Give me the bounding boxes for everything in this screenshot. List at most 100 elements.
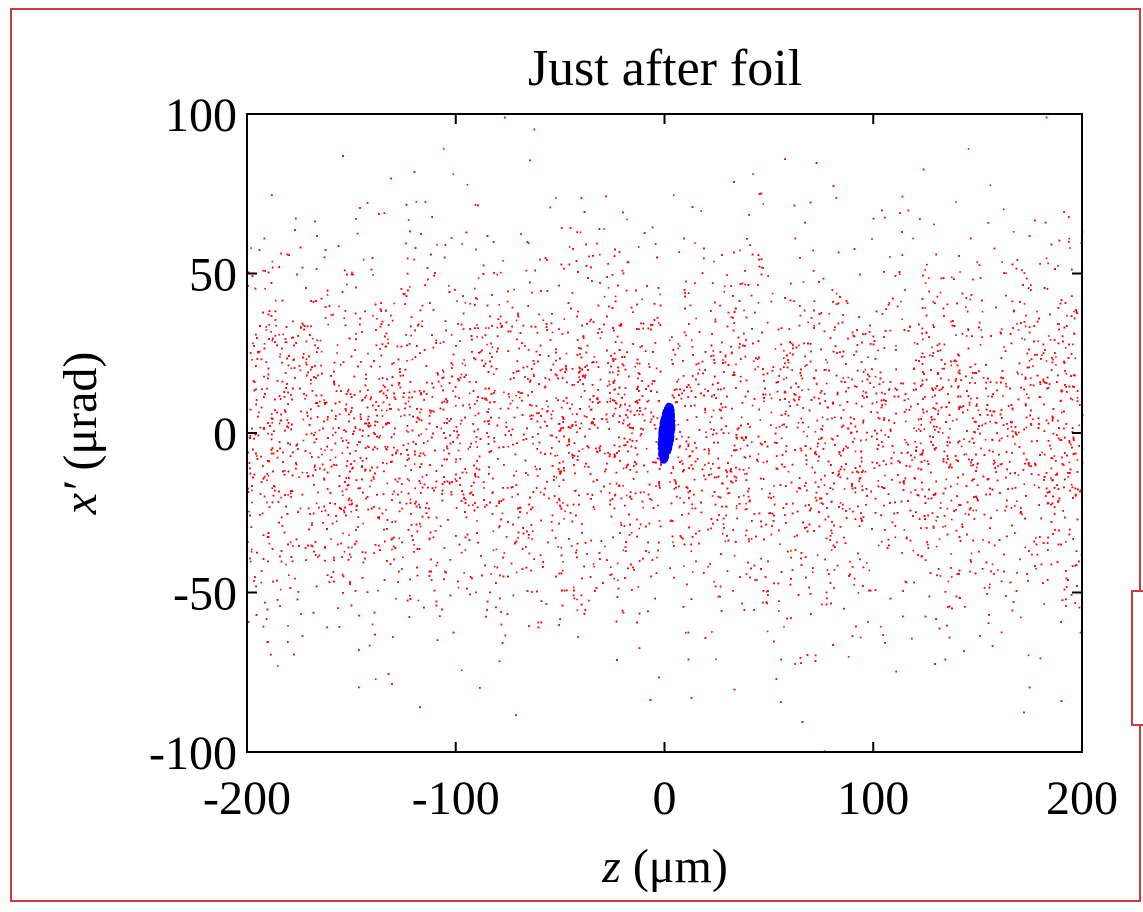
- scatter-point: [821, 416, 824, 419]
- scatter-point: [685, 448, 688, 451]
- scatter-point: [1032, 418, 1034, 420]
- scatter-point: [1068, 461, 1071, 464]
- scatter-point: [1078, 424, 1080, 427]
- scatter-point: [477, 277, 480, 279]
- scatter-point: [655, 485, 657, 487]
- scatter-point: [409, 594, 411, 597]
- scatter-point: [622, 467, 625, 470]
- scatter-point: [1052, 358, 1054, 361]
- scatter-point: [515, 319, 518, 322]
- scatter-point: [251, 501, 253, 504]
- scatter-point: [279, 356, 281, 358]
- scatter-point: [866, 562, 868, 564]
- scatter-point: [476, 324, 478, 326]
- scatter-point: [778, 426, 781, 428]
- scatter-point: [924, 269, 926, 271]
- scatter-point: [284, 341, 287, 343]
- scatter-point: [405, 429, 408, 432]
- scatter-point: [560, 546, 562, 549]
- scatter-point: [404, 465, 407, 467]
- scatter-point: [350, 410, 353, 412]
- scatter-point: [300, 326, 302, 328]
- scatter-point: [906, 536, 908, 539]
- scatter-point: [935, 545, 938, 548]
- scatter-point: [429, 412, 432, 414]
- scatter-point: [672, 541, 674, 543]
- scatter-point: [744, 283, 746, 286]
- scatter-point: [949, 428, 951, 430]
- scatter-point: [408, 479, 410, 482]
- scatter-point: [955, 201, 957, 203]
- scatter-point: [501, 512, 504, 515]
- scatter-point: [763, 400, 765, 403]
- scatter-point: [705, 431, 707, 433]
- scatter-point: [626, 218, 628, 221]
- scatter-point: [800, 417, 802, 420]
- scatter-point: [942, 526, 944, 528]
- scatter-point: [973, 478, 976, 480]
- scatter-point: [395, 598, 397, 600]
- scatter-point: [743, 494, 745, 497]
- scatter-point: [889, 430, 892, 432]
- scatter-point: [556, 501, 558, 504]
- scatter-point: [274, 299, 277, 302]
- scatter-point: [318, 429, 321, 432]
- scatter-point: [1068, 237, 1071, 240]
- scatter-point: [818, 438, 820, 441]
- scatter-point: [960, 445, 963, 448]
- scatter-point: [513, 288, 515, 291]
- scatter-point: [260, 581, 263, 584]
- scatter-point: [980, 329, 983, 331]
- scatter-point: [656, 556, 658, 559]
- scatter-point: [1049, 339, 1052, 341]
- scatter-point: [560, 406, 563, 409]
- scatter-point: [771, 292, 774, 295]
- scatter-point: [271, 422, 273, 424]
- scatter-point: [532, 373, 535, 376]
- scatter-point: [854, 450, 857, 453]
- scatter-point: [828, 313, 831, 315]
- scatter-point: [549, 434, 552, 437]
- scatter-point: [288, 574, 290, 576]
- scatter-point: [965, 453, 968, 455]
- scatter-point: [947, 580, 950, 583]
- scatter-point: [599, 337, 602, 339]
- scatter-point: [382, 426, 384, 428]
- scatter-point: [912, 237, 914, 240]
- scatter-point: [595, 361, 598, 364]
- scatter-point: [1027, 654, 1030, 657]
- scatter-point: [801, 389, 803, 392]
- scatter-point: [424, 454, 426, 457]
- scatter-point: [757, 453, 760, 455]
- scatter-point: [970, 464, 972, 467]
- scatter-point: [609, 482, 611, 485]
- scatter-point: [735, 363, 737, 366]
- scatter-point: [639, 434, 642, 437]
- scatter-point: [455, 405, 457, 407]
- scatter-point: [864, 471, 867, 473]
- scatter-point: [950, 364, 952, 367]
- scatter-point: [976, 466, 978, 469]
- scatter-point: [859, 636, 862, 639]
- scatter-point: [565, 352, 568, 355]
- scatter-point: [722, 532, 724, 535]
- scatter-point: [714, 318, 717, 321]
- scatter-point: [302, 439, 305, 442]
- scatter-point: [343, 317, 345, 319]
- scatter-point: [976, 261, 978, 263]
- scatter-point: [354, 426, 357, 428]
- scatter-point: [691, 339, 693, 342]
- scatter-point: [341, 452, 344, 454]
- scatter-point: [349, 411, 352, 414]
- scatter-point: [1061, 411, 1063, 414]
- scatter-point: [847, 376, 850, 379]
- scatter-point: [613, 413, 616, 415]
- scatter-point: [378, 378, 380, 380]
- scatter-point: [539, 491, 542, 494]
- scatter-point: [330, 538, 332, 540]
- scatter-point: [1076, 396, 1079, 399]
- scatter-point: [939, 575, 942, 577]
- scatter-point: [622, 549, 625, 552]
- scatter-point: [571, 413, 574, 416]
- scatter-point: [575, 549, 578, 551]
